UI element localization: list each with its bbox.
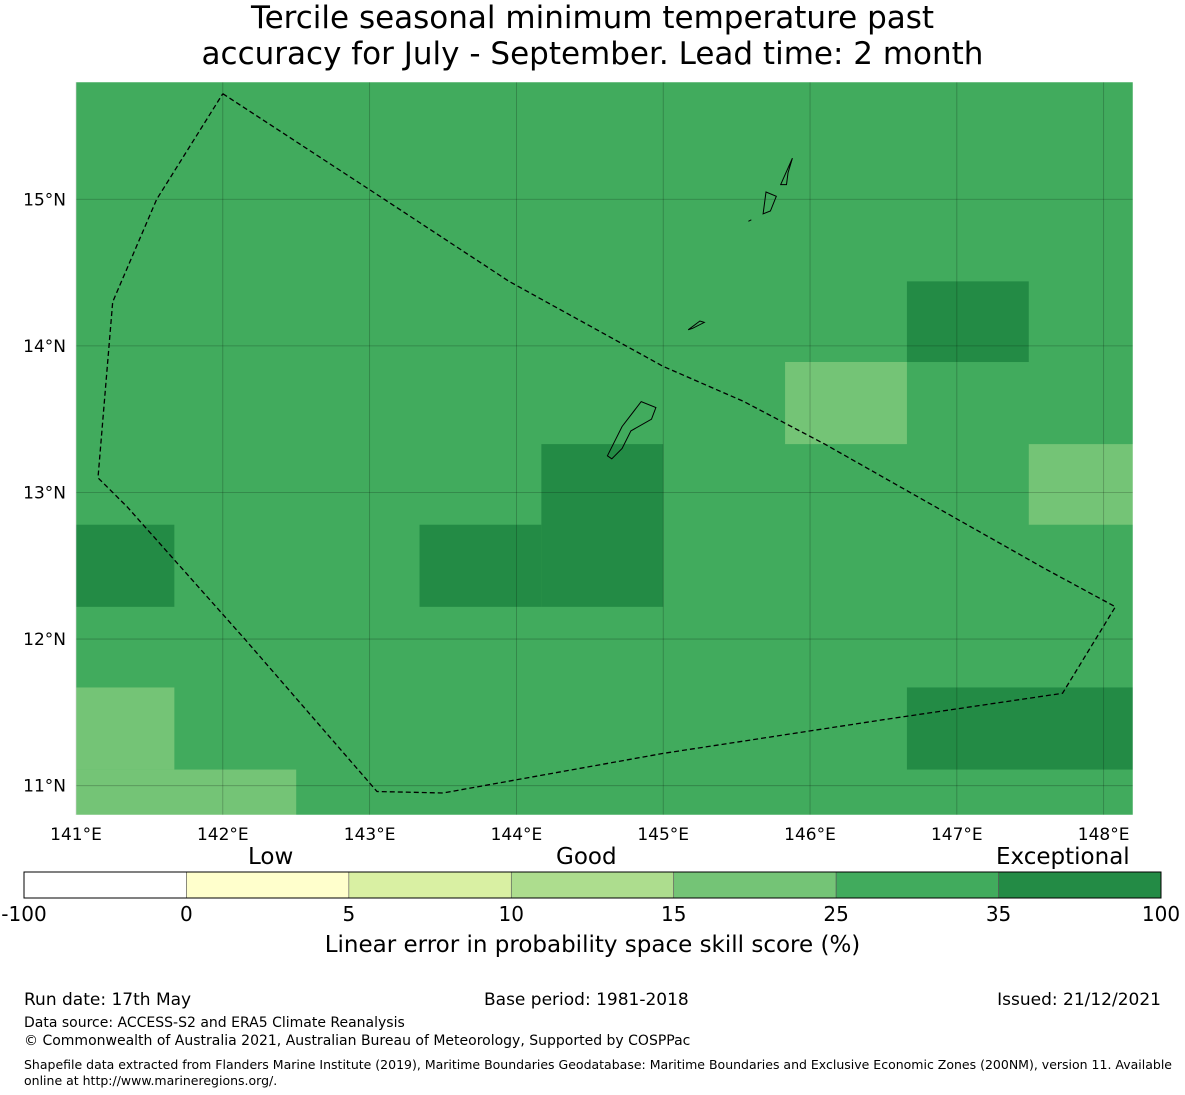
category-label-good: Good [556,844,617,870]
skill-score-map: 141°E 142°E 143°E 144°E 145°E 146°E 147°E 148°E… [23,81,1162,899]
colorbar-title: Linear error in probability space skill … [324,932,861,958]
run-date: Run date: 17th May [24,990,192,1010]
island-coastline [762,191,777,215]
map-title-line1: Tercile seasonal minimum temperature pas… [250,0,935,36]
grid-cell [785,362,907,445]
island-coastline [606,400,657,460]
longitude-label: 146°E [784,825,836,845]
map-frame [75,81,1134,816]
copyright: © Commonwealth of Australia 2021, Austra… [24,1033,691,1049]
latitude-label: 15°N [23,190,66,210]
shapefile-credit: Shapefile data extracted from Flanders M… [24,1057,1172,1088]
colorbar-tick-label: 100 [1141,902,1181,926]
base-period: Base period: 1981-2018 [484,990,689,1010]
colorbar-frame [23,871,1162,899]
island-coastline [687,320,706,331]
issued-date: Issued: 21/12/2021 [997,990,1161,1010]
colorbar-tick-label: 25 [823,902,849,926]
colorbar-segment [510,871,675,899]
latitude-label: 13°N [23,483,66,503]
longitude-label: 145°E [637,825,689,845]
colorbar-tick-label: 10 [498,902,525,926]
category-label-exceptional: Exceptional [996,844,1130,870]
colorbar-segment [348,871,512,899]
longitude-label: 141°E [50,825,102,845]
longitude-label: 148°E [1078,825,1130,845]
category-label-low: Low [248,844,294,870]
grid-cell [76,524,175,607]
grid-cell [419,524,542,607]
colorbar-tick-label: 15 [660,902,687,926]
latitude-label: 11°N [23,777,66,797]
latitude-label: 12°N [23,630,66,650]
grid-cell [541,444,664,607]
longitude-label: 144°E [491,825,543,845]
colorbar-tick-label: 0 [180,902,193,926]
grid-cell [76,687,175,770]
grid-cell [1028,444,1133,525]
longitude-label: 147°E [931,825,983,845]
grid-cell [76,769,297,815]
grid-cell [906,687,1133,770]
colorbar-tick-label: -100 [1,902,47,926]
colorbar-segment [998,871,1162,899]
colorbar-tick-label: 5 [342,902,356,926]
colorbar-segment [673,871,837,899]
latitude-label: 14°N [23,337,66,357]
colorbar-tick-label: 35 [985,902,1012,926]
map-title-line2: accuracy for July - September. Lead time… [201,36,984,72]
longitude-label: 142°E [197,825,249,845]
grid-cell [906,281,1029,363]
colorbar-segment [186,871,350,899]
island-coastline [779,157,793,186]
data-source: Data source: ACCESS-S2 and ERA5 Climate … [24,1015,405,1031]
colorbar-segment [835,871,999,899]
island-coastline [748,219,752,222]
longitude-label: 143°E [344,825,396,845]
colorbar-segment [23,871,187,899]
